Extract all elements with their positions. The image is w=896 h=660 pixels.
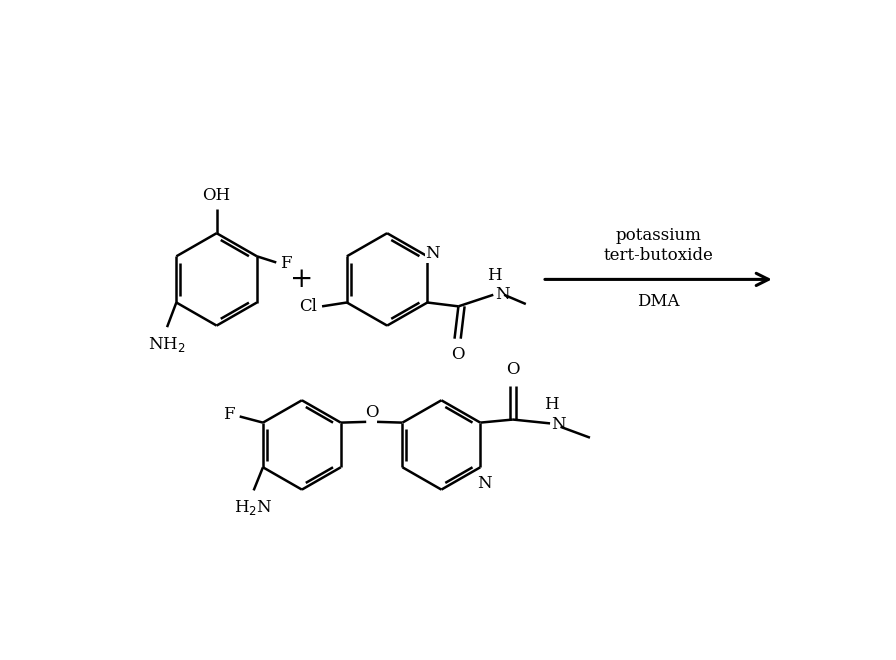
- Text: N: N: [495, 286, 510, 304]
- Text: O: O: [365, 404, 378, 421]
- Text: OH: OH: [202, 187, 230, 204]
- Text: Cl: Cl: [299, 298, 317, 315]
- Text: N: N: [552, 416, 566, 434]
- Text: O: O: [451, 346, 464, 364]
- Text: H: H: [487, 267, 502, 284]
- Text: O: O: [506, 361, 520, 378]
- Text: NH$_2$: NH$_2$: [149, 335, 185, 354]
- Text: F: F: [280, 255, 292, 273]
- Text: +: +: [290, 266, 314, 293]
- Text: DMA: DMA: [637, 293, 680, 310]
- Text: N: N: [426, 245, 440, 262]
- Text: H$_2$N: H$_2$N: [235, 498, 273, 517]
- Text: H: H: [544, 397, 559, 413]
- Text: F: F: [223, 407, 235, 424]
- Text: N: N: [477, 475, 492, 492]
- Text: potassium
tert-butoxide: potassium tert-butoxide: [603, 228, 713, 264]
